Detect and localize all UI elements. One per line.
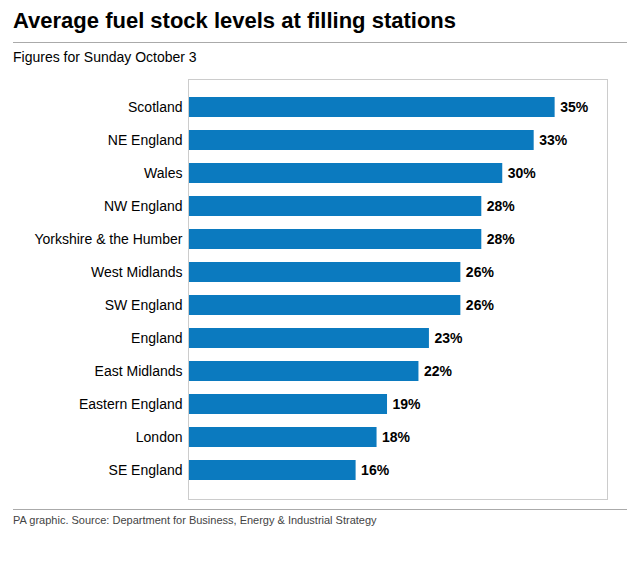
svg-text:22%: 22% [424,363,453,379]
svg-text:28%: 28% [487,231,516,247]
svg-text:West Midlands: West Midlands [91,264,183,280]
svg-text:East Midlands: East Midlands [95,363,183,379]
html-text:Average fuel stock levels at f: Average fuel stock levels at filling sta… [13,8,456,33]
svg-text:NE England: NE England [108,132,183,148]
html-text:PA graphic. Source: Department: PA graphic. Source: Department for Busin… [13,514,377,526]
svg-text:33%: 33% [539,132,568,148]
svg-text:35%: 35% [560,99,589,115]
svg-text:26%: 26% [466,264,495,280]
svg-text:23%: 23% [434,330,463,346]
svg-text:Scotland: Scotland [128,99,182,115]
svg-text:30%: 30% [508,165,537,181]
svg-text:19%: 19% [393,396,422,412]
svg-text:Eastern England: Eastern England [79,396,183,412]
svg-text:SE England: SE England [109,462,183,478]
svg-text:Yorkshire & the Humber: Yorkshire & the Humber [34,231,182,247]
svg-text:18%: 18% [382,429,411,445]
svg-text:England: England [131,330,182,346]
svg-text:London: London [136,429,183,445]
html-text:Figures for Sunday October 3: Figures for Sunday October 3 [13,49,197,65]
svg-text:28%: 28% [487,198,516,214]
svg-text:Wales: Wales [144,165,182,181]
svg-text:SW England: SW England [105,297,183,313]
svg-text:26%: 26% [466,297,495,313]
svg-text:NW England: NW England [104,198,183,214]
svg-text:16%: 16% [361,462,390,478]
